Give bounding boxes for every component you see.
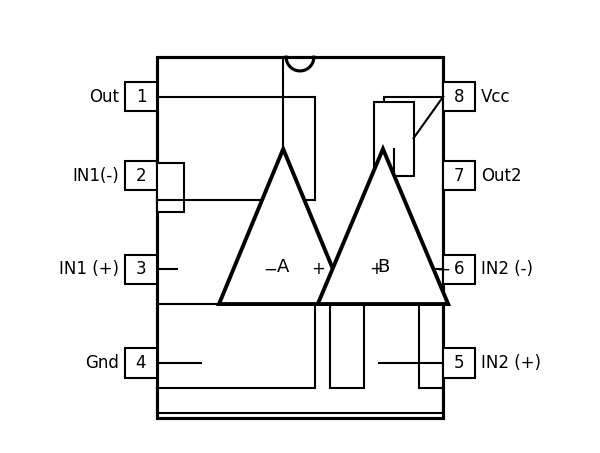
Text: +: + <box>369 260 383 279</box>
Text: 2: 2 <box>136 167 146 185</box>
Text: Out2: Out2 <box>481 167 521 185</box>
Text: −: − <box>436 260 450 279</box>
Bar <box>157 163 184 212</box>
Text: IN1(-): IN1(-) <box>73 167 119 185</box>
Text: 6: 6 <box>454 260 464 279</box>
Bar <box>125 348 157 378</box>
Text: 3: 3 <box>136 260 146 279</box>
Text: Vcc: Vcc <box>481 87 511 106</box>
Bar <box>374 101 413 176</box>
Text: 4: 4 <box>136 354 146 372</box>
Polygon shape <box>219 149 347 304</box>
Bar <box>125 82 157 111</box>
Text: 5: 5 <box>454 354 464 372</box>
Text: Gnd: Gnd <box>85 354 119 372</box>
Text: A: A <box>277 258 289 276</box>
Bar <box>125 161 157 190</box>
Text: 7: 7 <box>454 167 464 185</box>
Bar <box>125 255 157 284</box>
Text: IN2 (+): IN2 (+) <box>481 354 541 372</box>
Bar <box>443 255 475 284</box>
Text: B: B <box>377 258 389 276</box>
Text: Out: Out <box>89 87 119 106</box>
Text: IN2 (-): IN2 (-) <box>481 260 533 279</box>
Bar <box>443 161 475 190</box>
Text: 1: 1 <box>136 87 146 106</box>
Text: −: − <box>263 260 277 279</box>
Text: IN1 (+): IN1 (+) <box>59 260 119 279</box>
Bar <box>157 57 443 418</box>
Bar <box>443 82 475 111</box>
Polygon shape <box>318 149 448 304</box>
Text: 8: 8 <box>454 87 464 106</box>
Bar <box>443 348 475 378</box>
Text: +: + <box>311 260 325 279</box>
